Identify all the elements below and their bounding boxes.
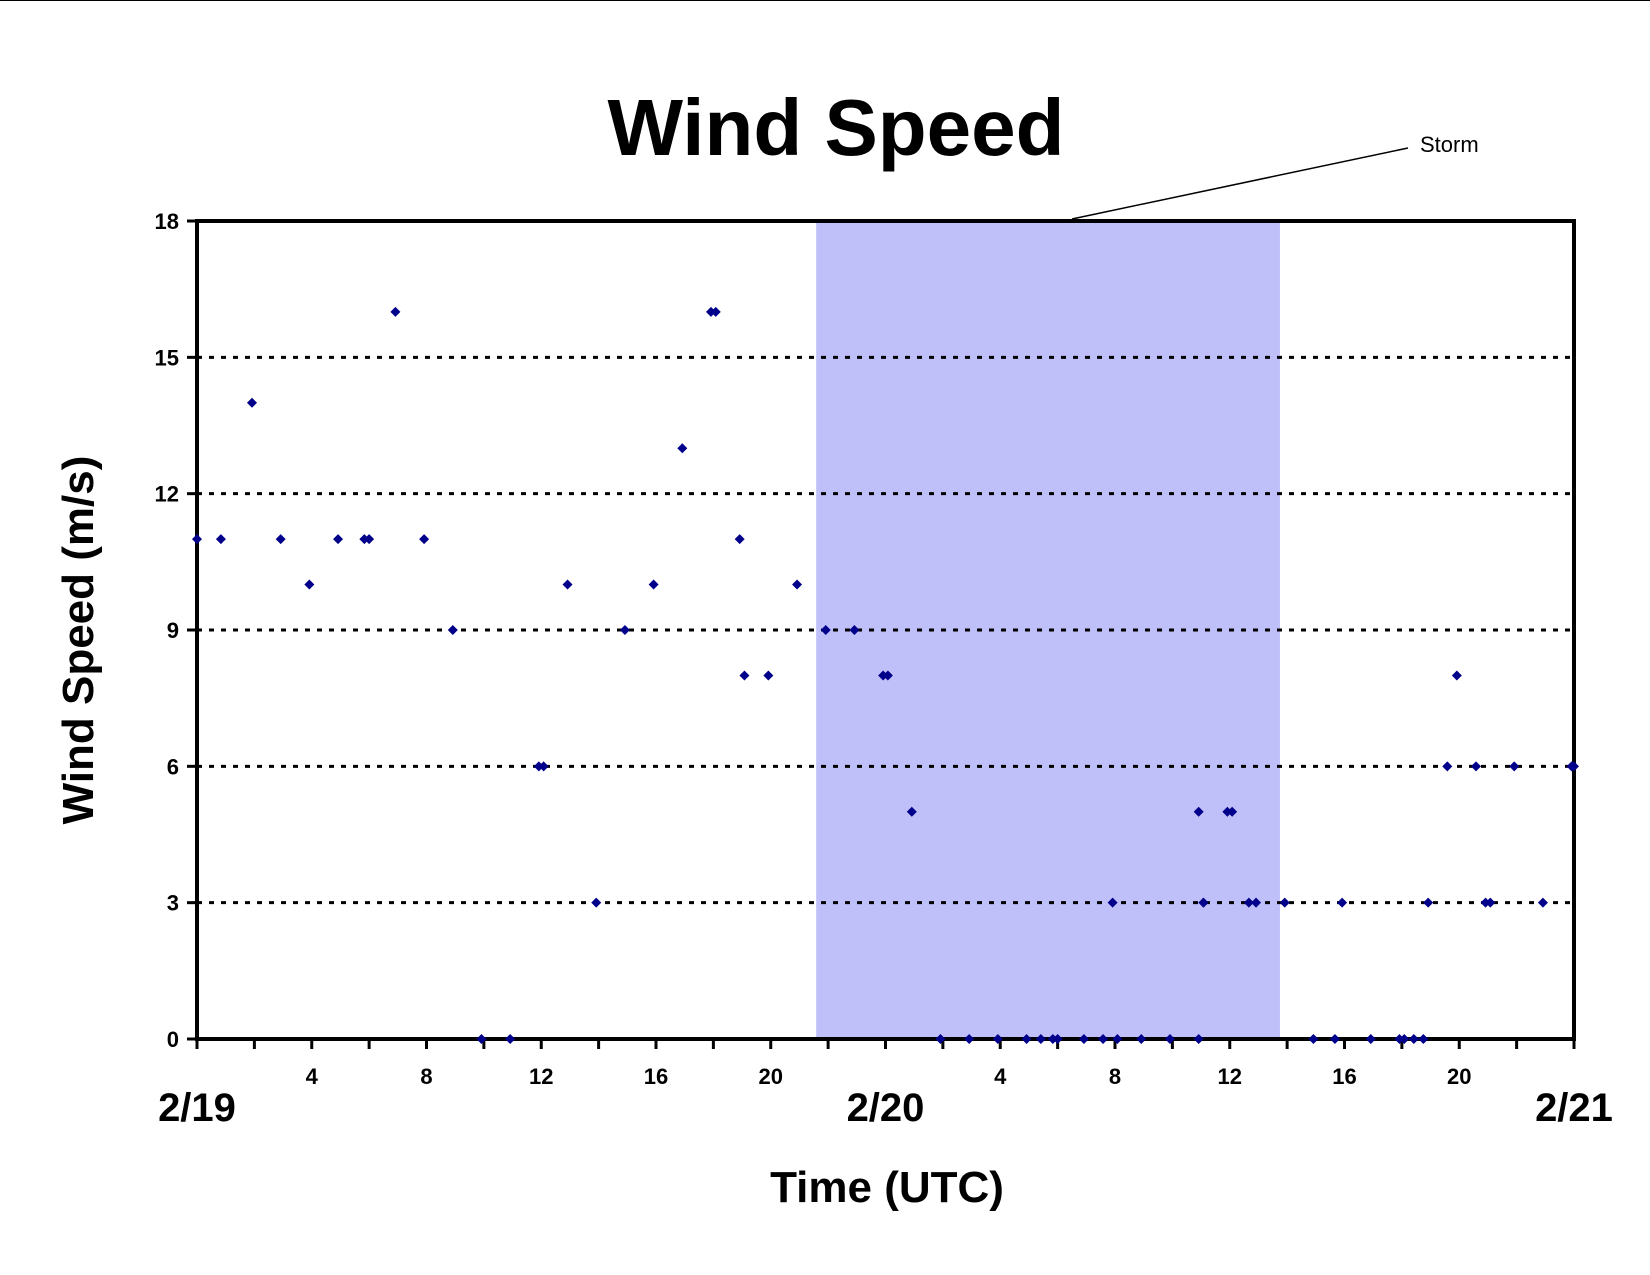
data-point	[1078, 1034, 1089, 1044]
data-point	[992, 1034, 1003, 1044]
data-point	[1193, 1034, 1204, 1044]
data-point	[820, 625, 831, 635]
data-point	[1485, 897, 1496, 908]
data-point	[1107, 897, 1118, 908]
y-tick-label-6: 6	[167, 754, 179, 779]
storm-annotation-label: Storm	[1420, 132, 1479, 157]
data-point	[1337, 897, 1348, 908]
data-point	[849, 625, 860, 635]
data-point	[1251, 897, 1262, 908]
data-point	[1451, 670, 1462, 681]
data-point	[935, 1034, 946, 1044]
data-point	[964, 1034, 975, 1044]
data-point	[447, 625, 458, 635]
y-tick-label-12: 12	[155, 482, 179, 507]
data-point	[1112, 1034, 1123, 1044]
chart-title: Wind Speed	[607, 83, 1064, 172]
storm-annotation-line	[1071, 147, 1409, 220]
data-point	[364, 534, 375, 545]
data-point	[792, 579, 803, 590]
data-point	[1408, 1034, 1419, 1044]
data-point	[1308, 1034, 1319, 1044]
data-point	[1164, 1034, 1175, 1044]
data-point	[505, 1034, 516, 1044]
data-point	[1052, 1034, 1063, 1044]
x-date-label-2: 2/21	[1535, 1086, 1613, 1130]
y-tick-label-3: 3	[167, 891, 179, 916]
data-point	[333, 534, 344, 545]
data-point	[1365, 1034, 1376, 1044]
data-point	[591, 897, 602, 908]
data-point	[192, 534, 202, 545]
x-tick-label-16: 16	[644, 1064, 668, 1089]
x-tick-label-40: 16	[1332, 1064, 1356, 1089]
x-axis-title: Time (UTC)	[770, 1163, 1004, 1212]
data-point	[648, 579, 659, 590]
y-tick-label-15: 15	[155, 345, 179, 370]
data-point	[1279, 897, 1290, 908]
data-point	[1136, 1034, 1147, 1044]
x-date-label-1: 2/20	[847, 1086, 925, 1130]
data-point	[1035, 1034, 1046, 1044]
x-tick-label-44: 20	[1447, 1064, 1471, 1089]
y-tick-label-18: 18	[155, 209, 179, 234]
top-border-line	[0, 0, 1650, 1]
data-point	[739, 670, 750, 681]
data-point	[1442, 761, 1453, 772]
data-point	[1227, 806, 1238, 817]
data-point	[763, 670, 774, 681]
data-point	[882, 670, 893, 681]
data-point	[677, 443, 688, 454]
data-point	[476, 1034, 487, 1044]
data-point	[215, 534, 226, 545]
data-point	[1243, 897, 1254, 908]
data-point	[1537, 897, 1548, 908]
x-date-label-0: 2/19	[158, 1086, 236, 1130]
x-tick-label-32: 8	[1109, 1064, 1121, 1089]
data-point	[1470, 761, 1481, 772]
x-tick-label-36: 12	[1218, 1064, 1242, 1089]
data-point	[1399, 1034, 1410, 1044]
data-point	[1193, 806, 1204, 817]
x-tick-label-28: 4	[994, 1064, 1007, 1089]
x-tick-label-4: 4	[306, 1064, 319, 1089]
data-point	[1021, 1034, 1032, 1044]
y-tick-label-9: 9	[167, 618, 179, 643]
data-point	[419, 534, 430, 545]
data-point	[1569, 761, 1579, 772]
data-point	[1423, 897, 1434, 908]
data-point	[1098, 1034, 1109, 1044]
data-point	[1418, 1034, 1429, 1044]
data-point	[1329, 1034, 1340, 1044]
x-tick-label-8: 8	[420, 1064, 432, 1089]
data-point	[538, 761, 549, 772]
data-point	[619, 625, 630, 635]
data-point	[562, 579, 573, 590]
data-point	[390, 306, 401, 317]
data-point	[246, 397, 257, 408]
y-axis-title: Wind Speed (m/s)	[54, 456, 103, 825]
y-tick-label-0: 0	[167, 1027, 179, 1052]
data-point	[906, 806, 917, 817]
data-point	[734, 534, 745, 545]
data-point	[275, 534, 286, 545]
data-point	[304, 579, 315, 590]
data-point	[710, 306, 721, 317]
x-tick-label-20: 20	[759, 1064, 783, 1089]
data-point	[1509, 761, 1520, 772]
data-point	[1198, 897, 1209, 908]
x-tick-label-12: 12	[529, 1064, 553, 1089]
